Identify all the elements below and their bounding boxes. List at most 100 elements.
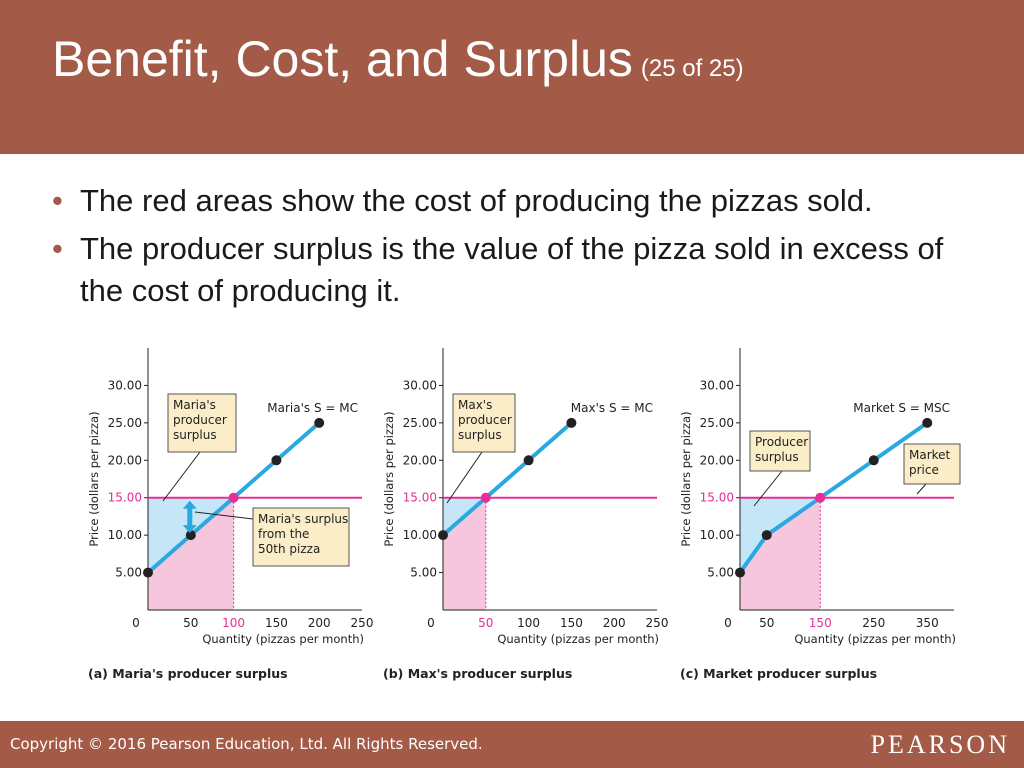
callout-leader	[916, 483, 927, 495]
chart-caption: (b) Max's producer surplus	[383, 666, 572, 681]
y-tick-label: 10.00	[700, 528, 734, 542]
footer-bar: Copyright © 2016 Pearson Education, Ltd.…	[0, 721, 1024, 768]
supply-point	[735, 567, 745, 578]
x-tick-label: 250	[862, 616, 885, 630]
callout-text-line: Market	[909, 448, 951, 462]
y-axis-label: Price (dollars per pizza)	[87, 411, 101, 546]
bullet-text: The producer surplus is the value of the…	[80, 231, 944, 308]
x-tick-label: 250	[351, 616, 374, 630]
y-tick-label: 20.00	[700, 453, 734, 467]
callout-text: Maria's surplus from the 50th pizza	[258, 512, 348, 556]
copyright-text: Copyright © 2016 Pearson Education, Ltd.…	[10, 735, 483, 753]
series-label: Max's S = MC	[571, 401, 653, 415]
x-tick-label: 0	[132, 616, 140, 630]
title-bar: Benefit, Cost, and Surplus (25 of 25)	[0, 0, 1024, 154]
x-tick-label: 200	[603, 616, 626, 630]
callout-text: Max's producer surplus	[458, 398, 512, 442]
cost-area	[740, 497, 821, 610]
callout-text-line: price	[909, 463, 939, 477]
producer-surplus-figure: 5.00 10.00 15.00 20.00 25.00 30.00 0 50 100 150 20…	[87, 348, 961, 681]
y-tick-label: 5.00	[410, 566, 437, 580]
callout-text: Maria's producer surplus	[173, 398, 227, 442]
supply-point	[314, 417, 325, 428]
callout-box	[452, 393, 516, 453]
slide-title: Benefit, Cost, and Surplus (25 of 25)	[52, 30, 744, 88]
supply-point	[523, 455, 534, 466]
callout-leader	[194, 511, 254, 520]
y-tick-label: 10.00	[108, 528, 142, 542]
x-tick-label: 100	[222, 616, 245, 630]
series-label: Maria's S = MC	[267, 401, 358, 415]
y-tick-label: 10.00	[403, 528, 437, 542]
x-tick-label: 150	[560, 616, 583, 630]
bullet-text: The red areas show the cost of producing…	[80, 183, 873, 218]
y-tick-label: 25.00	[700, 416, 734, 430]
bullet-item: • The producer surplus is the value of t…	[52, 228, 992, 312]
equilibrium-point	[815, 492, 826, 503]
bullet-icon: •	[52, 231, 63, 266]
callout-text-line: producer	[458, 413, 512, 427]
callout-text: Producer surplus	[755, 435, 808, 464]
equilibrium-point	[228, 492, 239, 503]
callout-leader	[162, 451, 201, 502]
x-tick-label: 0	[724, 616, 732, 630]
callout-text-line: from the	[258, 527, 309, 541]
chart-panel-market: 5.00 10.00 15.00 20.00 25.00 30.00 0 50 150 250 35…	[679, 348, 961, 681]
callout-box	[167, 393, 237, 453]
x-tick-label: 100	[517, 616, 540, 630]
callout-box	[903, 443, 961, 485]
callout-text-line: surplus	[173, 428, 217, 442]
y-tick-label: 30.00	[108, 378, 142, 392]
callout-text-line: Producer	[755, 435, 808, 449]
callout-text-line: surplus	[458, 428, 502, 442]
y-tick-label: 15.00	[700, 491, 734, 505]
callout-text-line: 50th pizza	[258, 542, 320, 556]
x-tick-label: 150	[265, 616, 288, 630]
supply-point	[271, 455, 282, 466]
callout-text-line: producer	[173, 413, 227, 427]
y-tick-label: 5.00	[707, 566, 734, 580]
x-tick-label: 350	[916, 616, 939, 630]
x-tick-label: 50	[759, 616, 774, 630]
x-axis-label: Quantity (pizzas per month)	[202, 632, 364, 646]
bullet-list: • The red areas show the cost of produci…	[52, 180, 992, 318]
chart-panel-max: 5.00 10.00 15.00 20.00 25.00 30.00 0 50 100 150 20…	[382, 348, 668, 681]
equilibrium-point	[480, 492, 491, 503]
x-axis-label: Quantity (pizzas per month)	[794, 632, 956, 646]
callout-text-line: Maria's	[173, 398, 216, 412]
supply-point	[438, 530, 448, 541]
slide-title-main: Benefit, Cost, and Surplus	[52, 31, 633, 87]
x-tick-label: 250	[646, 616, 669, 630]
y-tick-label: 15.00	[403, 491, 437, 505]
pearson-logo: PEARSON	[870, 730, 1010, 759]
supply-point	[185, 530, 196, 541]
y-tick-label: 15.00	[108, 491, 142, 505]
slide-title-counter: (25 of 25)	[640, 55, 744, 82]
x-tick-label: 50	[478, 616, 493, 630]
y-tick-label: 5.00	[115, 566, 142, 580]
supply-point	[143, 567, 153, 578]
callout-text-line: Max's	[458, 398, 492, 412]
y-axis-label: Price (dollars per pizza)	[679, 411, 693, 546]
bullet-icon: •	[52, 183, 63, 218]
y-tick-label: 30.00	[700, 378, 734, 392]
callout-leader	[446, 451, 483, 504]
chart-caption: (c) Market producer surplus	[680, 666, 877, 681]
callout-text-line: Maria's surplus	[258, 512, 348, 526]
callout-text: Market price	[909, 448, 951, 477]
y-tick-label: 20.00	[108, 453, 142, 467]
supply-point	[761, 530, 772, 541]
x-tick-label: 0	[427, 616, 435, 630]
y-tick-label: 20.00	[403, 453, 437, 467]
supply-point	[868, 455, 879, 466]
surplus-arrow-head-up	[182, 500, 197, 509]
y-tick-label: 30.00	[403, 378, 437, 392]
producer-surplus-area	[740, 497, 821, 573]
chart-panel-maria: 5.00 10.00 15.00 20.00 25.00 30.00 0 50 100 150 20…	[87, 348, 373, 681]
surplus-arrow-head-down	[182, 525, 197, 534]
chart-caption: (a) Maria's producer surplus	[88, 666, 288, 681]
y-axis-label: Price (dollars per pizza)	[382, 411, 396, 546]
cost-area	[148, 497, 234, 610]
y-tick-label: 25.00	[108, 416, 142, 430]
x-tick-label: 200	[308, 616, 331, 630]
